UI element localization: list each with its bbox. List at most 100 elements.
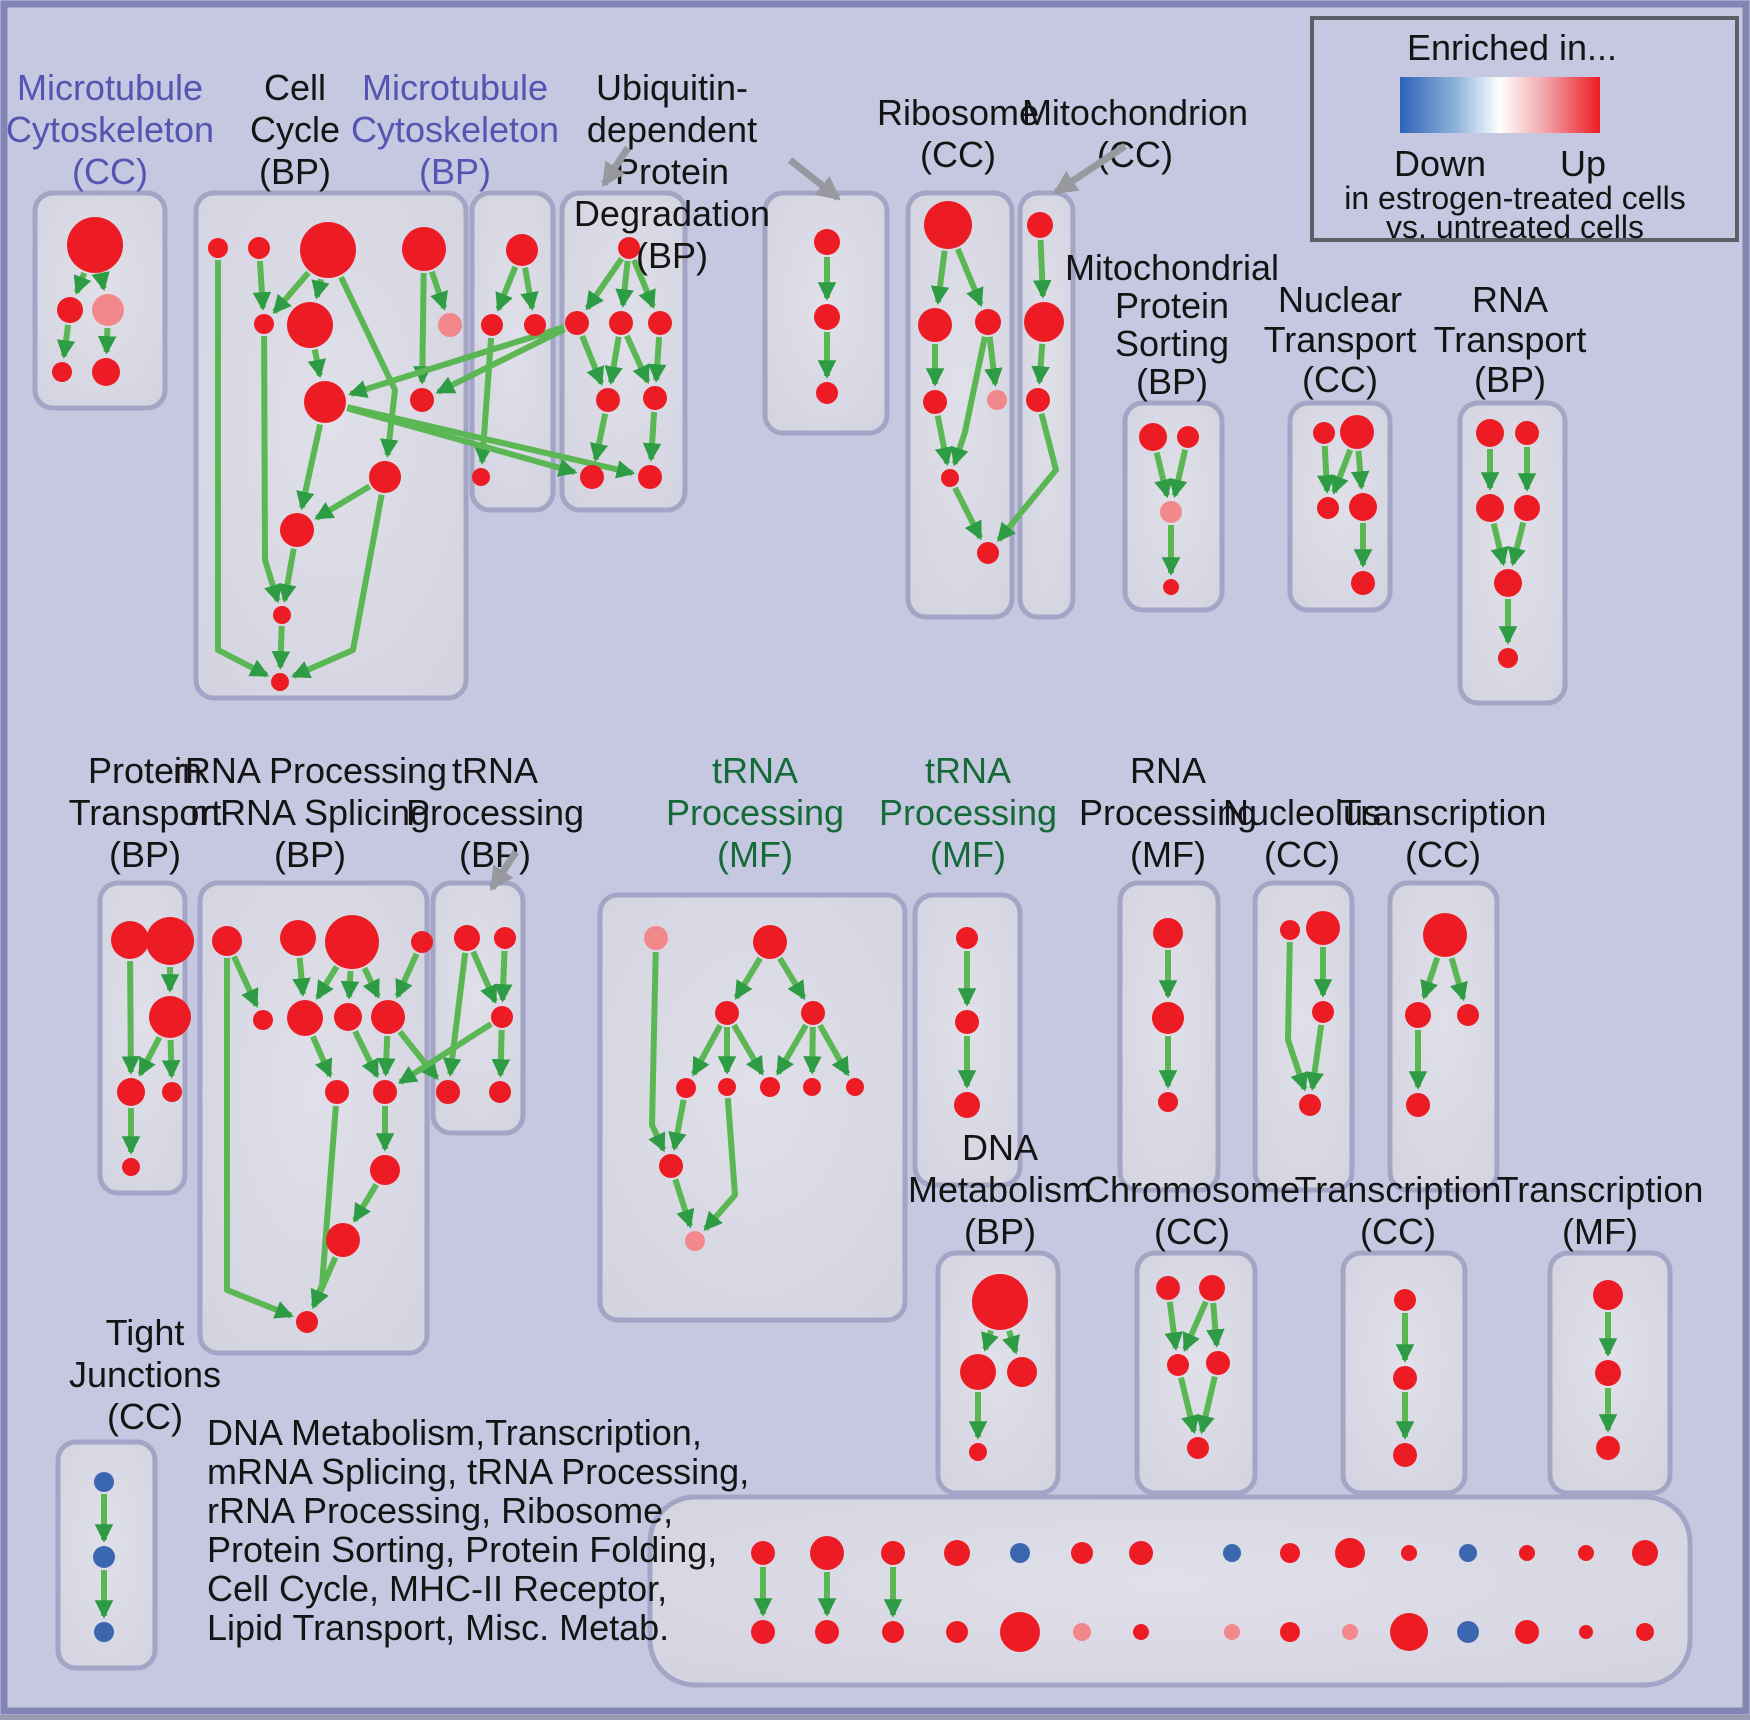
edge — [775, 1023, 809, 1076]
cluster-label-rrna: (BP) — [274, 834, 346, 875]
cluster-label-ubiquitin-a: Protein — [615, 151, 729, 192]
go-term-node — [491, 1006, 513, 1028]
go-term-node — [122, 1158, 140, 1176]
go-term-node — [1494, 569, 1522, 597]
go-term-node — [941, 469, 959, 487]
go-term-node — [609, 311, 633, 335]
label-pointer-arrow — [787, 157, 841, 201]
go-term-node — [1299, 1094, 1321, 1116]
go-term-node — [659, 1154, 683, 1178]
go-term-node — [304, 381, 346, 423]
go-term-node — [1342, 1624, 1358, 1640]
go-term-node — [1156, 1276, 1180, 1300]
go-term-node — [489, 1081, 511, 1103]
go-term-node — [596, 388, 620, 412]
legend-gradient-bar — [1400, 77, 1600, 133]
go-term-node — [1163, 579, 1179, 595]
go-term-node — [803, 1078, 821, 1096]
edge — [672, 1178, 695, 1229]
edge — [292, 957, 311, 997]
edge — [91, 271, 110, 292]
legend-down-label: Down — [1394, 143, 1486, 184]
edge — [1002, 1329, 1020, 1355]
go-term-node — [1152, 1002, 1184, 1034]
go-term-node — [146, 917, 194, 965]
go-term-node — [1317, 497, 1339, 519]
edge — [56, 324, 76, 359]
cluster-box-nucleolus — [1252, 880, 1355, 1193]
go-term-node — [411, 931, 433, 953]
go-term-node — [1405, 1002, 1431, 1028]
go-term-node — [751, 1620, 775, 1644]
go-term-node — [676, 1078, 696, 1098]
go-term-node — [325, 915, 379, 969]
go-term-node — [1476, 419, 1504, 447]
edge — [1448, 957, 1468, 1002]
edge — [442, 952, 469, 1077]
go-term-node — [1476, 494, 1504, 522]
cluster-label-nucleolus: Nucleolus — [1223, 792, 1381, 833]
go-term-node — [524, 314, 546, 336]
edge — [435, 326, 566, 395]
go-term-node — [1514, 495, 1540, 521]
go-term-node — [162, 1082, 182, 1102]
go-term-node — [271, 673, 289, 691]
go-term-node — [371, 1000, 405, 1034]
go-term-node — [969, 1443, 987, 1461]
edge — [397, 1029, 440, 1081]
note-line: Cell Cycle, MHC-II Receptor, — [207, 1568, 667, 1609]
edge — [338, 275, 399, 458]
edge — [352, 1029, 380, 1079]
go-term-node — [1187, 1437, 1209, 1459]
edge — [1031, 343, 1050, 385]
edge — [1316, 445, 1336, 494]
go-term-node — [1133, 1624, 1149, 1640]
cluster-label-trna-mf-big: tRNA — [712, 750, 798, 791]
cluster-label-mitochondrion: Mitochondrion — [1022, 92, 1248, 133]
edge — [1420, 956, 1441, 1000]
edge — [642, 411, 662, 462]
cluster-label-trna-mf-big: (MF) — [717, 834, 793, 875]
go-term-node — [334, 1003, 362, 1031]
edge — [984, 336, 1003, 387]
cluster-label-dna-metabolism: (BP) — [964, 1211, 1036, 1252]
go-term-node — [580, 465, 604, 489]
go-term-node — [565, 311, 589, 335]
cluster-label-rrna: mRNA Splicing — [190, 792, 430, 833]
legend-title: Enriched in... — [1407, 27, 1617, 68]
edge — [361, 966, 381, 999]
go-term-node — [648, 311, 672, 335]
edge — [428, 270, 448, 311]
go-term-node — [975, 309, 1001, 335]
go-term-node — [1351, 571, 1375, 595]
edge — [584, 256, 625, 311]
edge — [668, 1099, 687, 1152]
go-term-node — [92, 358, 120, 386]
go-term-node — [644, 926, 668, 950]
go-term-node — [438, 313, 462, 337]
go-term-node — [977, 542, 999, 564]
go-term-node — [67, 217, 123, 273]
go-term-node — [494, 927, 516, 949]
go-term-node — [1595, 1360, 1621, 1386]
go-term-node — [273, 606, 291, 624]
gray-pointer-arrows-layer — [489, 143, 1127, 891]
cluster-label-ubiquitin-a: Degradation — [574, 193, 770, 234]
edge — [340, 970, 360, 1000]
edge — [310, 1035, 333, 1079]
note-line: rRNA Processing, Ribosome, — [207, 1490, 673, 1531]
cluster-label-transcription-mf: (MF) — [1562, 1211, 1638, 1252]
go-term-node — [944, 1540, 970, 1566]
go-term-node — [1578, 1545, 1594, 1561]
go-term-node — [815, 1620, 839, 1644]
edge — [272, 270, 311, 315]
legend: Enriched in... Down Up in estrogen-treat… — [1310, 16, 1739, 245]
go-term-node — [373, 1080, 397, 1104]
go-term-node — [924, 201, 972, 249]
go-term-node — [923, 390, 947, 414]
edge — [224, 958, 294, 1319]
go-term-node — [987, 390, 1007, 410]
go-term-node — [1071, 1542, 1093, 1564]
edge — [691, 1023, 723, 1077]
